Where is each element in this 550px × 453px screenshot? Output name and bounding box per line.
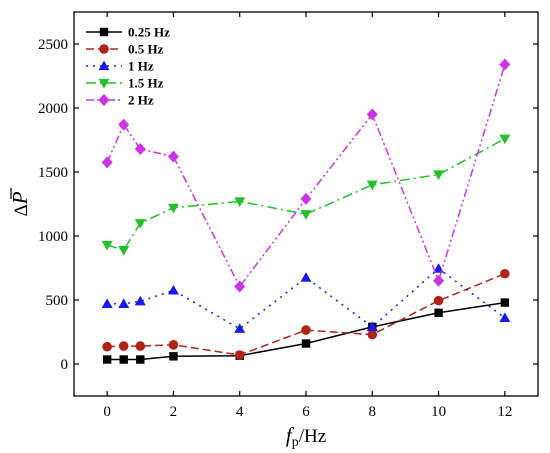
legend-label: 2 Hz <box>128 93 154 108</box>
data-point <box>167 150 179 163</box>
y-tick-label: 2500 <box>38 37 68 53</box>
series-line-4 <box>106 64 506 289</box>
data-point <box>367 329 378 340</box>
data-point <box>433 295 444 306</box>
data-point <box>136 355 145 364</box>
legend-marker <box>99 27 109 37</box>
data-point <box>500 298 510 307</box>
legend-marker <box>98 94 110 106</box>
legend-marker <box>98 60 110 71</box>
x-tick-label: 2 <box>170 404 178 420</box>
data-point <box>118 298 130 308</box>
y-axis-title-prefix: Δ <box>11 204 32 216</box>
x-tick-label: 12 <box>497 404 512 420</box>
series-line-2 <box>107 267 506 330</box>
data-point <box>168 340 179 350</box>
data-point <box>102 355 112 364</box>
legend-label: 1.5 Hz <box>128 76 164 91</box>
x-axis-title: fp/Hz <box>286 423 326 450</box>
series-group <box>101 58 511 364</box>
data-point <box>300 210 312 220</box>
data-point <box>301 339 311 348</box>
x-axis-title-rest: /Hz <box>299 426 326 447</box>
data-point <box>366 108 378 121</box>
y-tick-label: 0 <box>61 357 69 373</box>
data-point <box>499 58 511 71</box>
y-axis-title: ΔP <box>8 188 32 217</box>
x-tick-label: 8 <box>369 404 377 420</box>
x-axis-title-main: f <box>286 423 295 447</box>
x-tick-label: 10 <box>431 404 446 420</box>
data-point <box>500 268 510 279</box>
data-point <box>101 240 113 251</box>
data-point <box>118 341 129 351</box>
data-point <box>234 280 246 293</box>
y-axis-title-text: ΔP <box>8 191 32 216</box>
data-point <box>118 245 130 256</box>
x-tick-label: 6 <box>302 404 310 420</box>
legend-marker <box>99 44 109 54</box>
x-tick-label: 0 <box>103 404 111 420</box>
x-axis-title-sub: p <box>292 435 299 450</box>
data-point <box>102 341 112 352</box>
data-point <box>167 284 179 295</box>
data-point <box>300 192 312 205</box>
data-point <box>433 274 445 287</box>
data-point <box>499 312 511 323</box>
series-line-3 <box>106 138 506 251</box>
data-point <box>433 170 445 181</box>
legend: 0.25 Hz 0.5 Hz 1 Hz 1.5 Hz 2 Hz <box>86 25 170 108</box>
legend-label: 1 Hz <box>128 59 154 74</box>
axis-ticks: 0 2 4 6 8 10 12 0 500 1000 1500 2000 2500 <box>38 12 538 420</box>
data-point <box>499 134 511 145</box>
y-axis-title-symbol: P <box>8 191 32 205</box>
data-point <box>366 321 378 332</box>
data-point <box>234 323 246 333</box>
data-point <box>167 203 179 214</box>
data-point <box>366 180 378 191</box>
data-point <box>101 156 113 169</box>
data-point <box>134 295 146 306</box>
data-point <box>300 272 312 282</box>
legend-label: 0.25 Hz <box>128 25 170 40</box>
y-tick-label: 1500 <box>38 165 68 181</box>
x-tick-label: 4 <box>236 404 244 420</box>
legend-marker <box>98 78 110 89</box>
data-point <box>118 118 130 131</box>
data-point <box>119 355 128 364</box>
data-point <box>134 219 146 229</box>
y-tick-label: 1000 <box>38 229 68 245</box>
data-point <box>234 350 245 360</box>
data-point <box>234 197 246 207</box>
data-point <box>301 325 311 335</box>
data-point <box>101 298 113 308</box>
data-point <box>434 308 443 317</box>
data-point <box>134 142 146 155</box>
data-point <box>135 341 146 351</box>
y-tick-label: 2000 <box>38 101 68 117</box>
y-tick-label: 500 <box>46 293 69 309</box>
legend-label: 0.5 Hz <box>128 42 164 57</box>
data-point <box>169 352 178 361</box>
